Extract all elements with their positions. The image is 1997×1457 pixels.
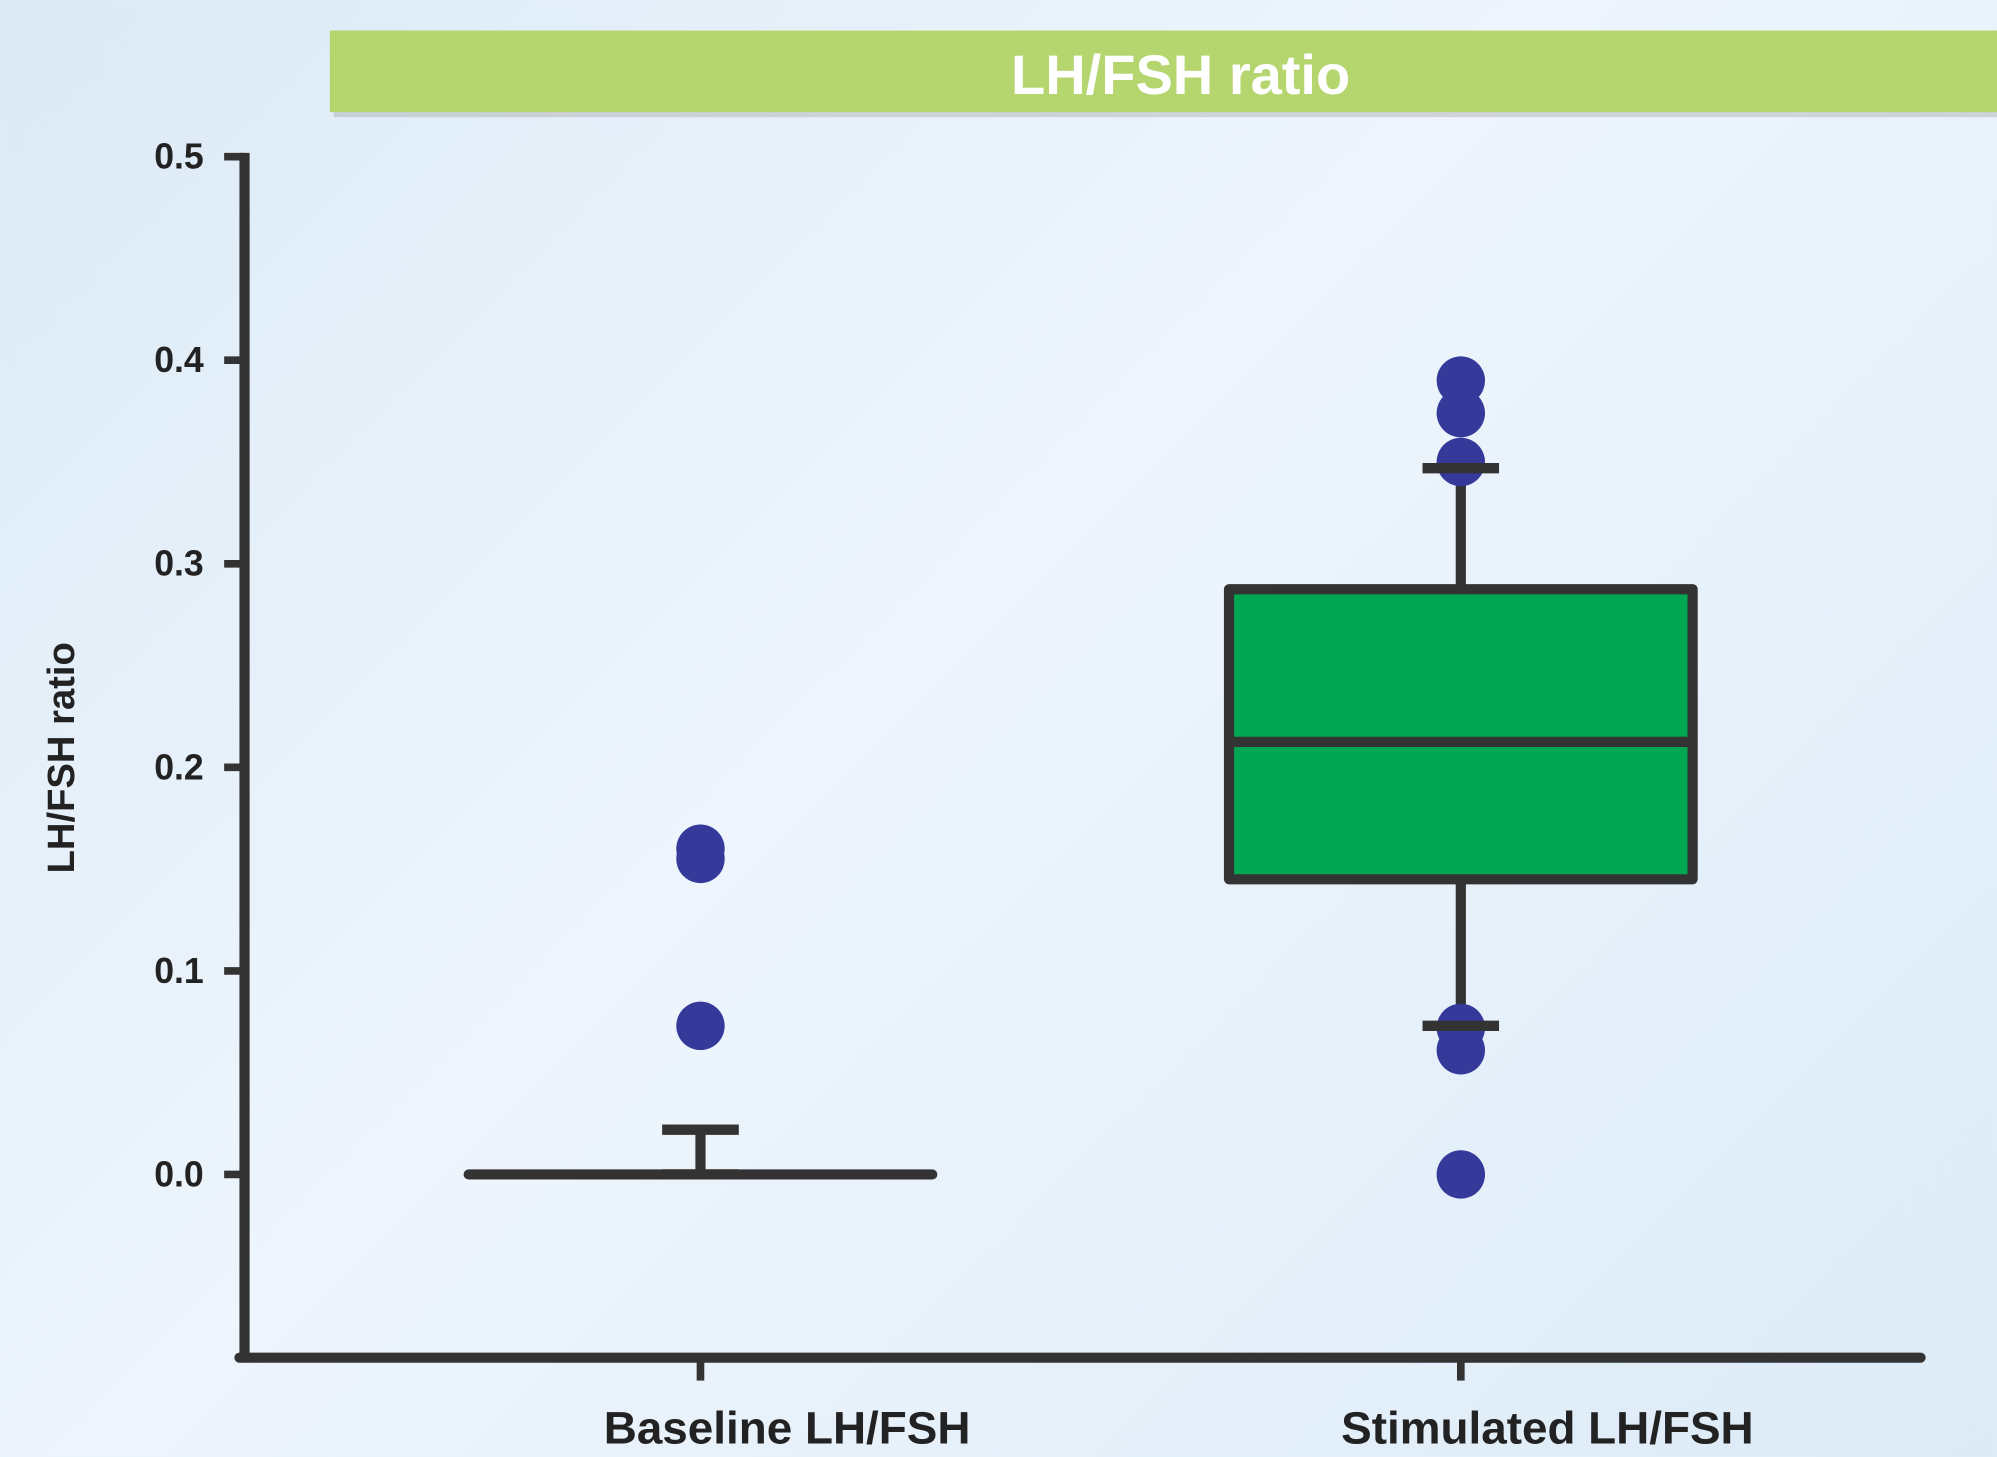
outlier — [1436, 437, 1486, 487]
title-banner — [329, 30, 1997, 113]
y-tick-label: 0.2 — [154, 747, 204, 787]
outlier — [1436, 388, 1486, 438]
outlier — [1436, 1150, 1486, 1199]
outlier — [1436, 1026, 1486, 1075]
x-tick-label: Baseline LH/FSH — [604, 1403, 971, 1454]
y-axis-label: LH/FSH ratio — [40, 642, 83, 873]
y-tick-label: 0.4 — [154, 340, 204, 380]
y-tick-label: 0.3 — [154, 544, 204, 584]
outlier — [676, 834, 725, 884]
y-tick-label: 0.0 — [154, 1154, 204, 1194]
y-tick-label: 0.1 — [154, 951, 204, 991]
outlier — [676, 1001, 725, 1051]
chart-title: LH/FSH ratio — [1011, 43, 1350, 106]
y-tick-label: 0.5 — [154, 137, 204, 177]
x-tick-label: Stimulated LH/FSH — [1341, 1403, 1753, 1454]
box — [1223, 584, 1698, 885]
